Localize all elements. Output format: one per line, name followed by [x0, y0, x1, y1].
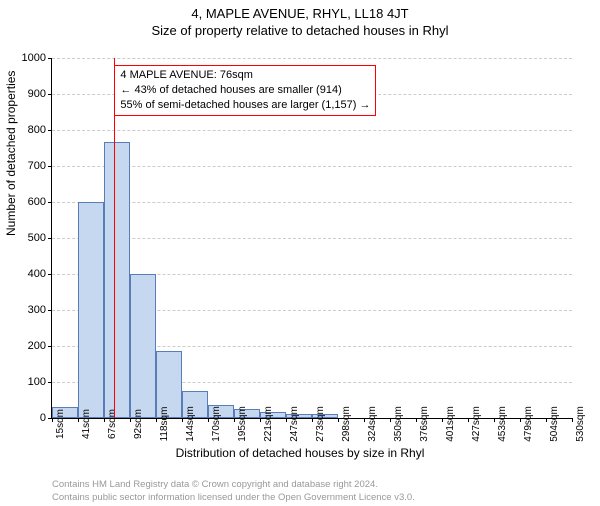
- x-tick: [208, 418, 209, 422]
- x-tick: [130, 418, 131, 422]
- y-tick-label: 900: [10, 88, 46, 100]
- y-tick: [48, 166, 52, 167]
- x-tick-label: 92sqm: [133, 409, 144, 439]
- y-tick-label: 200: [10, 340, 46, 352]
- x-tick: [182, 418, 183, 422]
- chart-title-sub: Size of property relative to detached ho…: [0, 23, 600, 38]
- gridline: [52, 238, 572, 239]
- x-tick: [234, 418, 235, 422]
- y-tick: [48, 274, 52, 275]
- x-tick-label: 221sqm: [263, 406, 274, 442]
- x-tick: [416, 418, 417, 422]
- chart-plot-area: 0100200300400500600700800900100015sqm41s…: [52, 58, 572, 418]
- x-tick-label: 247sqm: [289, 406, 300, 442]
- y-tick-label: 800: [10, 124, 46, 136]
- x-tick: [338, 418, 339, 422]
- x-axis-label: Distribution of detached houses by size …: [0, 446, 600, 460]
- x-tick-label: 298sqm: [341, 406, 352, 442]
- x-tick: [260, 418, 261, 422]
- y-tick-label: 1000: [10, 52, 46, 64]
- y-tick-label: 500: [10, 232, 46, 244]
- annotation-line: ← 43% of detached houses are smaller (91…: [120, 83, 370, 98]
- x-tick: [572, 418, 573, 422]
- x-tick-label: 41sqm: [81, 409, 92, 439]
- x-tick: [468, 418, 469, 422]
- gridline: [52, 58, 572, 59]
- x-tick-label: 479sqm: [523, 406, 534, 442]
- x-tick-label: 401sqm: [445, 406, 456, 442]
- x-tick: [390, 418, 391, 422]
- x-tick: [546, 418, 547, 422]
- y-tick: [48, 58, 52, 59]
- x-tick-label: 453sqm: [497, 406, 508, 442]
- x-tick: [156, 418, 157, 422]
- annotation-box: 4 MAPLE AVENUE: 76sqm← 43% of detached h…: [114, 65, 376, 116]
- y-tick-label: 300: [10, 304, 46, 316]
- histogram-bar: [78, 202, 104, 418]
- y-tick-label: 700: [10, 160, 46, 172]
- y-tick: [48, 202, 52, 203]
- x-tick-label: 504sqm: [549, 406, 560, 442]
- gridline: [52, 130, 572, 131]
- x-tick-label: 195sqm: [237, 406, 248, 442]
- x-tick-label: 530sqm: [575, 406, 586, 442]
- footer-line-2: Contains public sector information licen…: [52, 492, 415, 504]
- x-tick: [364, 418, 365, 422]
- x-tick-label: 350sqm: [393, 406, 404, 442]
- y-tick: [48, 238, 52, 239]
- x-tick-label: 376sqm: [419, 406, 430, 442]
- y-tick-label: 100: [10, 376, 46, 388]
- x-tick: [442, 418, 443, 422]
- y-tick-label: 400: [10, 268, 46, 280]
- y-tick: [48, 94, 52, 95]
- y-tick: [48, 382, 52, 383]
- x-tick: [104, 418, 105, 422]
- x-tick-label: 427sqm: [471, 406, 482, 442]
- gridline: [52, 202, 572, 203]
- x-tick-label: 170sqm: [211, 406, 222, 442]
- annotation-line: 4 MAPLE AVENUE: 76sqm: [120, 68, 370, 83]
- histogram-bar: [104, 142, 130, 418]
- x-tick: [312, 418, 313, 422]
- annotation-line: 55% of semi-detached houses are larger (…: [120, 98, 370, 113]
- x-tick-label: 144sqm: [185, 406, 196, 442]
- x-tick-label: 118sqm: [159, 407, 170, 442]
- x-tick: [520, 418, 521, 422]
- x-tick-label: 15sqm: [55, 409, 66, 439]
- y-tick-label: 0: [10, 412, 46, 424]
- histogram-bar: [130, 274, 156, 418]
- x-tick: [52, 418, 53, 422]
- x-tick: [78, 418, 79, 422]
- y-tick: [48, 346, 52, 347]
- x-tick: [286, 418, 287, 422]
- x-tick: [494, 418, 495, 422]
- y-tick-label: 600: [10, 196, 46, 208]
- gridline: [52, 166, 572, 167]
- footer: Contains HM Land Registry data © Crown c…: [52, 479, 415, 504]
- footer-line-1: Contains HM Land Registry data © Crown c…: [52, 479, 415, 491]
- y-tick: [48, 310, 52, 311]
- x-tick-label: 67sqm: [107, 409, 118, 439]
- y-tick: [48, 130, 52, 131]
- x-tick-label: 324sqm: [367, 406, 378, 442]
- x-tick-label: 273sqm: [315, 406, 326, 442]
- chart-title-main: 4, MAPLE AVENUE, RHYL, LL18 4JT: [0, 6, 600, 21]
